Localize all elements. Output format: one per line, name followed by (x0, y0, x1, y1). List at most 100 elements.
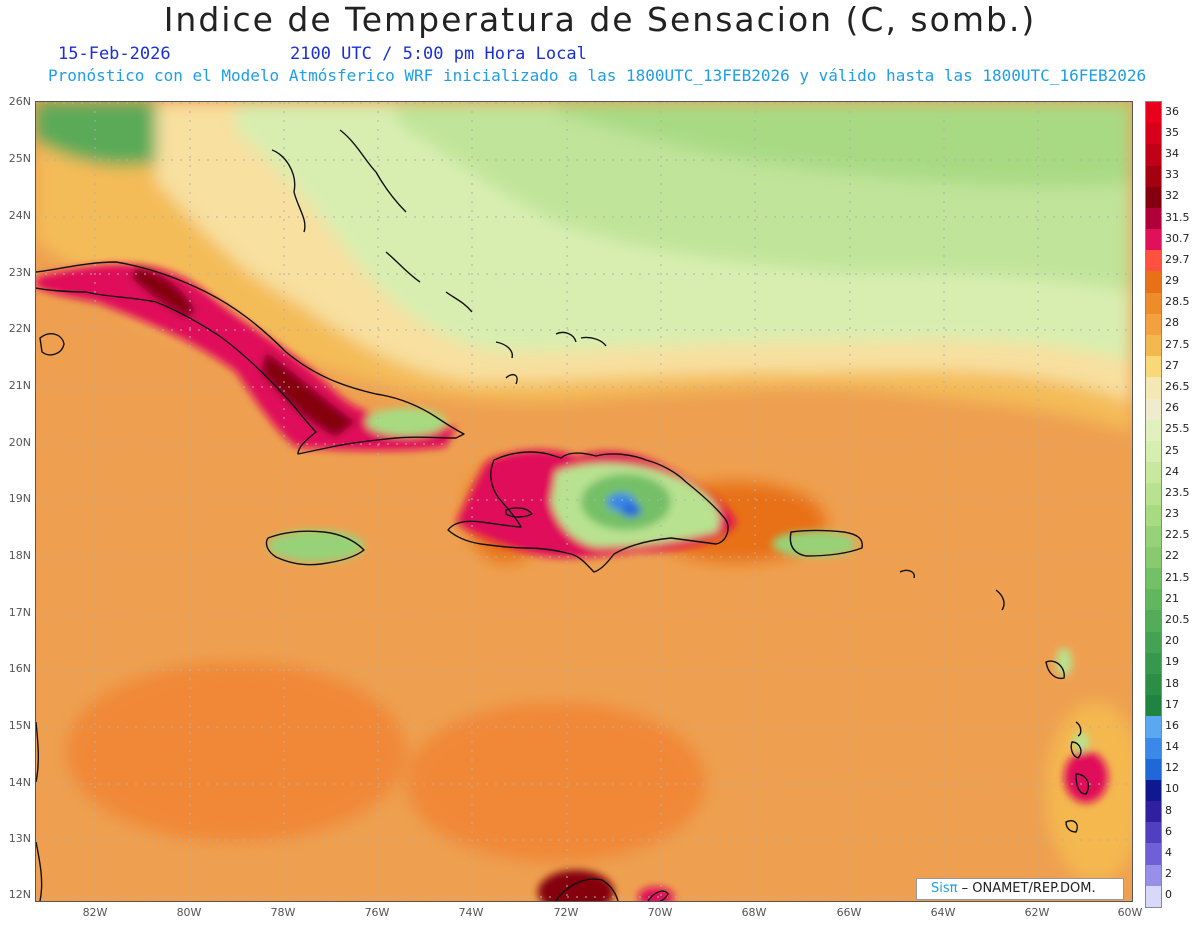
colorbar-label: 33 (1165, 168, 1179, 182)
colorbar-swatch (1146, 207, 1161, 230)
nicaragua-coastline (36, 721, 43, 901)
colorbar-label: 21.5 (1165, 570, 1190, 584)
colorbar-label: 30.7 (1165, 231, 1190, 245)
lon-label: 68W (741, 906, 767, 919)
hispaniola-coastline (447, 451, 729, 573)
colorbar-label: 14 (1165, 740, 1179, 754)
lat-label: 20N (8, 436, 31, 449)
cuba-coastline (36, 261, 465, 455)
lat-label: 24N (8, 209, 31, 222)
colorbar-swatch (1146, 843, 1161, 866)
colorbar-label: 22 (1165, 549, 1179, 563)
colorbar-swatch (1146, 589, 1161, 611)
lat-label: 25N (8, 152, 31, 165)
colorbar-swatch (1146, 123, 1161, 145)
colorbar-swatch (1146, 758, 1161, 781)
colorbar-label: 25.5 (1165, 422, 1190, 436)
colorbar-swatch (1146, 356, 1161, 378)
field-shading (36, 102, 1132, 882)
colorbar-label: 28 (1165, 316, 1179, 330)
lat-label: 18N (8, 549, 31, 562)
colorbar-swatch (1146, 631, 1161, 654)
puerto-rico-coastline (789, 529, 863, 557)
colorbar-swatch (1146, 801, 1161, 823)
colorbar-label: 32 (1165, 189, 1179, 203)
colorbar-swatch (1146, 313, 1161, 336)
colorbar-label: 6 (1165, 824, 1172, 838)
colorbar-swatch (1146, 504, 1161, 527)
colorbar-label: 27 (1165, 358, 1179, 372)
south-america-coastline (555, 878, 669, 901)
colorbar-swatch (1146, 186, 1161, 209)
lon-label: 76W (364, 906, 390, 919)
lon-label: 62W (1024, 906, 1050, 919)
colorbar-swatch (1146, 885, 1161, 908)
lat-label: 17N (8, 606, 31, 619)
lon-label: 70W (647, 906, 673, 919)
colorbar-label: 18 (1165, 676, 1179, 690)
colorbar-swatch (1146, 822, 1161, 844)
coastlines (36, 129, 1090, 901)
colorbar-label: 27.5 (1165, 337, 1190, 351)
colorbar-label: 25 (1165, 443, 1179, 457)
colorbar-swatch (1146, 525, 1161, 548)
colorbar-swatch (1146, 398, 1161, 421)
lat-label: 23N (8, 266, 31, 279)
colorbar (1145, 101, 1162, 908)
colorbar-label: 26 (1165, 401, 1179, 415)
lon-label: 60W (1117, 906, 1143, 919)
colorbar-swatch (1146, 737, 1161, 760)
lon-label: 64W (930, 906, 956, 919)
colorbar-swatch (1146, 377, 1161, 400)
colorbar-label: 29 (1165, 274, 1179, 288)
forecast-date: 15-Feb-2026 (58, 44, 171, 64)
model-description: Pronóstico con el Modelo Atmósferico WRF… (48, 66, 1147, 85)
colorbar-swatch (1146, 864, 1161, 887)
colorbar-swatch (1146, 292, 1161, 315)
colorbar-swatch (1146, 165, 1161, 188)
jamaica-coastline (265, 530, 365, 566)
colorbar-label: 24 (1165, 464, 1179, 478)
colorbar-label: 28.5 (1165, 295, 1190, 309)
lon-label: 78W (270, 906, 296, 919)
lon-label: 80W (176, 906, 202, 919)
lat-label: 15N (8, 719, 31, 732)
lat-label: 22N (8, 322, 31, 335)
colorbar-label: 35 (1165, 125, 1179, 139)
colorbar-label: 34 (1165, 146, 1179, 160)
colorbar-label: 4 (1165, 846, 1172, 860)
credit-text: – ONAMET/REP.DOM. (957, 881, 1096, 896)
credit-box: Sisπ – ONAMET/REP.DOM. (916, 878, 1124, 900)
lat-label: 13N (8, 832, 31, 845)
heat-index-map[interactable] (35, 101, 1133, 902)
colorbar-label: 16 (1165, 718, 1179, 732)
colorbar-swatch (1146, 673, 1161, 696)
colorbar-label: 20.5 (1165, 613, 1190, 626)
colorbar-swatch (1146, 229, 1161, 251)
colorbar-label: 31.5 (1165, 210, 1190, 224)
colorbar-swatch (1146, 419, 1161, 442)
colorbar-label: 2 (1165, 867, 1172, 881)
isla-juventud-coastline (39, 333, 65, 356)
lat-label: 12N (8, 888, 31, 901)
colorbar-label: 26.5 (1165, 379, 1190, 393)
colorbar-swatch (1146, 335, 1161, 357)
colorbar-swatch (1146, 483, 1161, 505)
colorbar-label: 23 (1165, 507, 1179, 521)
lon-label: 82W (82, 906, 108, 919)
colorbar-swatch (1146, 144, 1161, 167)
colorbar-swatch (1146, 250, 1161, 272)
colorbar-label: 21 (1165, 591, 1179, 605)
colorbar-label: 10 (1165, 782, 1179, 796)
colorbar-label: 8 (1165, 803, 1172, 817)
colorbar-label: 36 (1165, 104, 1179, 118)
sispi-logo: Sisπ (931, 881, 958, 896)
lat-label: 19N (8, 492, 31, 505)
colorbar-swatch (1146, 462, 1161, 484)
bahamas-coastline (271, 129, 518, 385)
colorbar-swatch (1146, 695, 1161, 717)
colorbar-swatch (1146, 610, 1161, 633)
turks-caicos-coastline (555, 331, 607, 347)
colorbar-swatch (1146, 779, 1161, 802)
colorbar-swatch (1146, 716, 1161, 738)
